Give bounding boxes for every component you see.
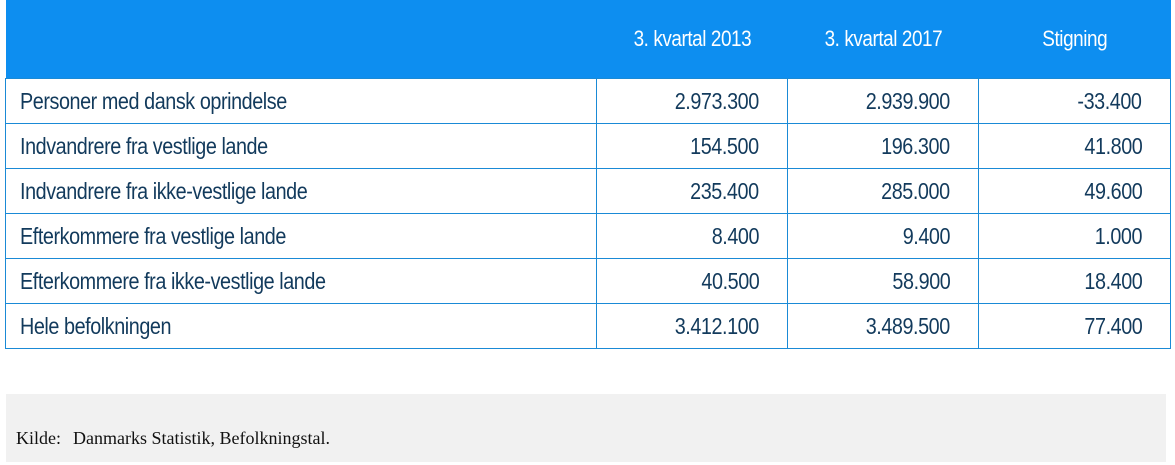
cell-2017: 9.400: [787, 213, 979, 259]
header-row: 3. kvartal 2013 3. kvartal 2017 Stigning: [5, 0, 1171, 79]
cell-2013: 2.973.300: [596, 78, 788, 124]
cell-change: 1.000: [978, 213, 1171, 259]
cell-2013: 154.500: [596, 123, 788, 169]
source-text: Kilde: Danmarks Statistik, Befolkningstal…: [16, 428, 330, 449]
row-label: Efterkommere fra vestlige lande: [5, 213, 597, 259]
table-row: Indvandrere fra ikke-vestlige lande 235.…: [5, 168, 1171, 214]
cell-change: 77.400: [978, 303, 1171, 349]
header-cell-2013: 3. kvartal 2013: [596, 0, 788, 79]
cell-2017: 2.939.900: [787, 78, 979, 124]
source-label: Kilde:: [16, 428, 61, 448]
row-label: Efterkommere fra ikke-vestlige lande: [5, 258, 597, 304]
table-row: Indvandrere fra vestlige lande 154.500 1…: [5, 123, 1171, 169]
row-label: Hele befolkningen: [5, 303, 597, 349]
cell-change: -33.400: [978, 78, 1171, 124]
cell-2017: 196.300: [787, 123, 979, 169]
source-value: Danmarks Statistik, Befolkningstal.: [73, 428, 330, 448]
row-label: Indvandrere fra ikke-vestlige lande: [5, 168, 597, 214]
source-note: Kilde: Danmarks Statistik, Befolkningstal…: [6, 394, 1166, 462]
header-cell-change: Stigning: [978, 0, 1171, 79]
header-cell-2017: 3. kvartal 2017: [787, 0, 979, 79]
row-label: Personer med dansk oprindelse: [5, 78, 597, 124]
table-row: Personer med dansk oprindelse 2.973.300 …: [5, 78, 1171, 124]
table-body: Personer med dansk oprindelse 2.973.300 …: [5, 78, 1171, 349]
row-label: Indvandrere fra vestlige lande: [5, 123, 597, 169]
cell-change: 41.800: [978, 123, 1171, 169]
cell-2013: 8.400: [596, 213, 788, 259]
cell-2017: 58.900: [787, 258, 979, 304]
table-row: Efterkommere fra ikke-vestlige lande 40.…: [5, 258, 1171, 304]
cell-change: 18.400: [978, 258, 1171, 304]
header-cell-category: [5, 0, 597, 79]
population-table: 3. kvartal 2013 3. kvartal 2017 Stigning…: [5, 0, 1171, 349]
cell-2013: 235.400: [596, 168, 788, 214]
cell-2013: 40.500: [596, 258, 788, 304]
table-row-total: Hele befolkningen 3.412.100 3.489.500 77…: [5, 303, 1171, 349]
table-row: Efterkommere fra vestlige lande 8.400 9.…: [5, 213, 1171, 259]
cell-2017: 285.000: [787, 168, 979, 214]
cell-2017: 3.489.500: [787, 303, 979, 349]
cell-change: 49.600: [978, 168, 1171, 214]
table-header: 3. kvartal 2013 3. kvartal 2017 Stigning: [5, 0, 1171, 79]
cell-2013: 3.412.100: [596, 303, 788, 349]
